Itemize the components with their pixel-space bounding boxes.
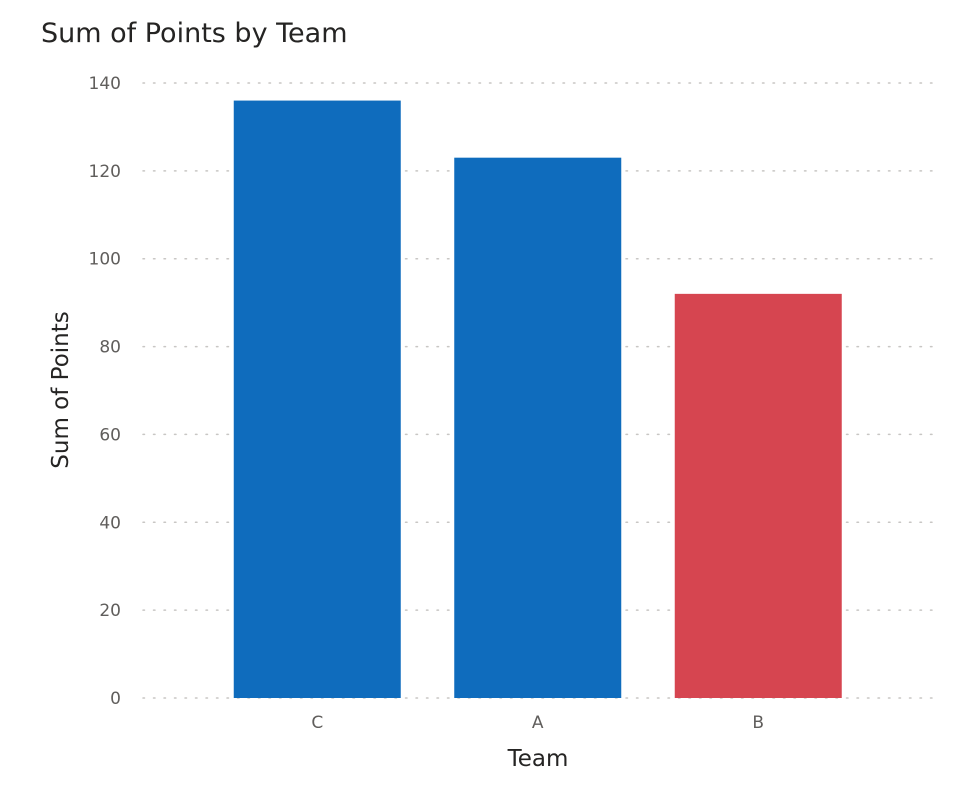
y-axis-ticks: 0 20 40 60 80 100 120 140 (89, 74, 121, 709)
x-tick-label: A (532, 713, 544, 733)
y-axis-title: Sum of Points (48, 311, 74, 468)
bar-b[interactable] (674, 293, 842, 698)
y-tick-label: 80 (99, 338, 121, 358)
y-tick-label: 60 (99, 425, 121, 445)
chart-title: Sum of Points by Team (41, 18, 348, 49)
y-tick-label: 20 (99, 601, 121, 621)
bars (233, 100, 842, 699)
y-tick-label: 140 (89, 74, 121, 94)
x-tick-label: C (311, 713, 323, 733)
y-tick-label: 0 (110, 689, 121, 709)
y-tick-label: 40 (99, 513, 121, 533)
x-tick-label: B (752, 713, 764, 733)
y-tick-label: 100 (89, 250, 121, 270)
bar-c[interactable] (233, 100, 401, 699)
x-axis-title: Team (507, 746, 569, 772)
bar-a[interactable] (454, 157, 622, 698)
y-tick-label: 120 (89, 162, 121, 182)
